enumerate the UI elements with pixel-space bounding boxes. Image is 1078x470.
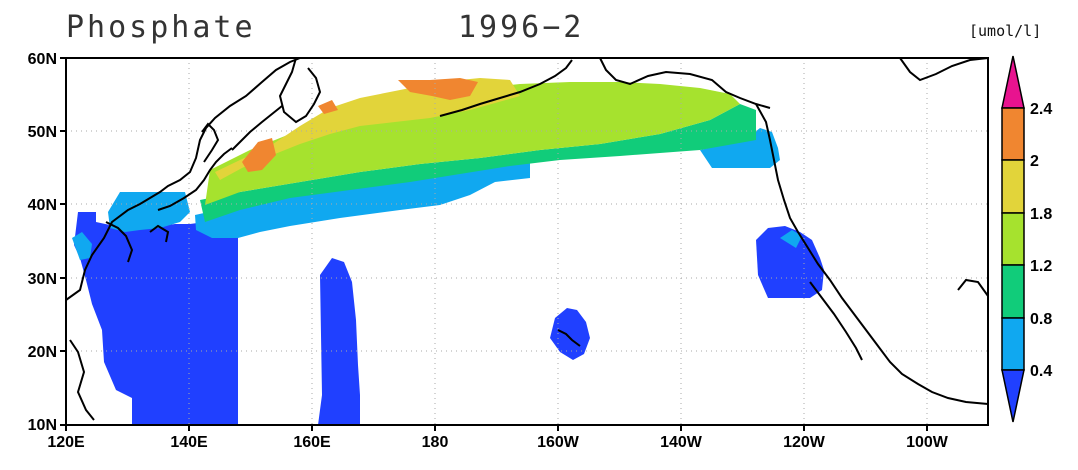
colorbar-segment [1001,159,1025,214]
lon-tick-label: 180 [422,434,449,451]
colorbar-label: 0.4 [1030,363,1052,380]
field-yellow-band [215,78,520,180]
colorbar-top-arrow [1001,55,1025,109]
map-period: 1996−2 [458,10,585,45]
map-title: Phosphate [66,10,256,45]
field-blue-west-pacific [74,212,238,425]
lat-tick-label: 60N [28,51,57,68]
axis-ticks [60,57,928,431]
lat-tick-label: 10N [28,417,57,434]
colorbar-label: 1.8 [1030,206,1052,223]
colorbar [1001,55,1025,423]
field-orange-kuril [242,138,276,172]
lon-tick-label: 160E [293,434,331,451]
lat-tick-label: 20N [28,344,57,361]
colorbar-label: 1.2 [1030,258,1052,275]
colorbar-segment [1001,264,1025,319]
map-frame [65,57,989,426]
colorbar-segment [1001,107,1025,161]
lat-tick-label: 30N [28,271,57,288]
colorbar-segment [1001,212,1025,266]
field-teal-band [200,104,756,222]
colorbar-bottom-arrow [1001,369,1025,423]
field-lime-band [205,82,740,205]
colorbar-label: 0.8 [1030,311,1052,328]
colorbar-units: [umol/l] [969,22,1042,40]
field-blue-dateline-strip [318,258,360,425]
colorbar-segment [1001,317,1025,371]
grid [66,58,988,425]
lat-tick-label: 40N [28,197,57,214]
lon-tick-label: 120E [47,434,85,451]
lon-tick-label: 160W [537,434,580,451]
coastlines [65,57,989,421]
field-orange-aleutian [398,78,478,100]
lon-tick-label: 100W [906,434,949,451]
lon-tick-label: 140E [170,434,208,451]
lat-tick-label: 50N [28,124,57,141]
field-blue-california [756,226,824,298]
colorbar-label: 2 [1030,153,1039,170]
data-field [72,78,824,425]
field-lightblue-band [108,192,190,232]
lon-tick-label: 120W [783,434,826,451]
colorbar-label: 2.4 [1030,101,1052,118]
field-blue-hawaii [550,308,590,360]
lon-tick-label: 140W [660,434,703,451]
